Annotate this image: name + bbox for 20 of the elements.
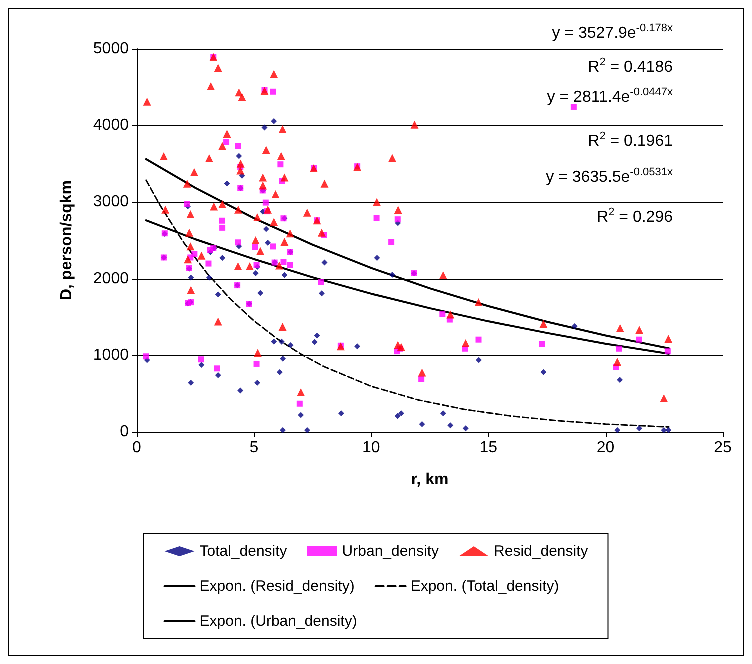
y-tick-label: 5000 — [93, 40, 130, 58]
x-tick-label: 10 — [362, 440, 380, 456]
y-axis-title: D, person/sqkm — [58, 180, 76, 301]
legend-label: Urban_density — [342, 543, 440, 560]
legend-label: Expon. (Total_density) — [410, 578, 560, 595]
legend-label: Expon. (Resid_density) — [200, 578, 355, 595]
x-tick-label: 0 — [132, 440, 142, 456]
y-tick-label: 3000 — [93, 194, 130, 211]
x-tick-label: 5 — [250, 440, 259, 456]
x-tick-label: 20 — [596, 440, 615, 456]
y-tick-label: 0 — [120, 424, 130, 440]
y-tick-label: 2000 — [93, 270, 130, 288]
x-tick-label: 15 — [480, 440, 498, 456]
legend-label: Expon. (Urban_density) — [200, 613, 358, 630]
y-tick-label: 4000 — [93, 117, 130, 134]
x-axis-title: r, km — [411, 472, 449, 488]
x-tick-label: 25 — [714, 440, 732, 456]
legend-label: Resid_density — [494, 543, 589, 560]
legend-label: Total_density — [200, 543, 288, 560]
y-tick-label: 1000 — [93, 346, 130, 364]
